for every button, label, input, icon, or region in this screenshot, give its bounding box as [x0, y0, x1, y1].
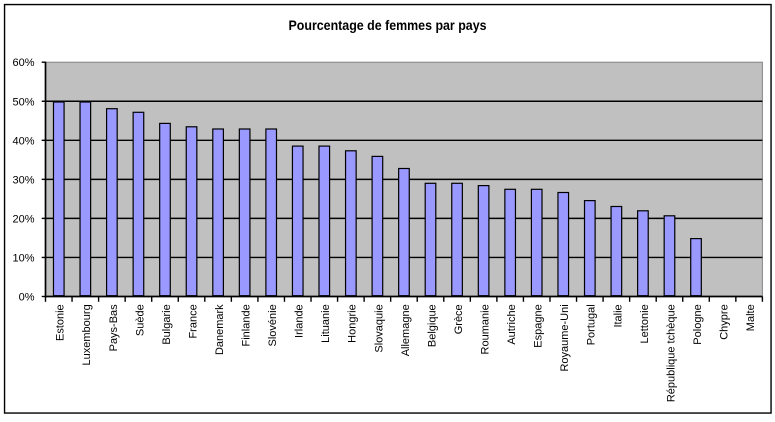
- svg-text:Irlande: Irlande: [294, 304, 306, 338]
- svg-text:30%: 30%: [12, 174, 34, 186]
- svg-text:Roumanie: Roumanie: [480, 304, 492, 354]
- svg-text:Pays-Bas: Pays-Bas: [108, 304, 120, 352]
- svg-text:Bulgarie: Bulgarie: [161, 304, 173, 344]
- svg-text:Grèce: Grèce: [453, 304, 465, 334]
- svg-text:10%: 10%: [12, 252, 34, 264]
- svg-text:France: France: [187, 304, 199, 338]
- svg-text:0%: 0%: [19, 292, 35, 304]
- svg-text:Espagne: Espagne: [533, 304, 545, 347]
- svg-text:République tchèque: République tchèque: [665, 304, 677, 402]
- svg-text:Suède: Suède: [134, 304, 146, 336]
- svg-text:40%: 40%: [12, 135, 34, 147]
- svg-text:Allemagne: Allemagne: [400, 304, 412, 356]
- svg-text:Chypre: Chypre: [718, 304, 730, 339]
- svg-text:Autriche: Autriche: [506, 304, 518, 344]
- svg-text:Slovaquie: Slovaquie: [373, 304, 385, 352]
- svg-text:Finlande: Finlande: [241, 304, 253, 346]
- svg-text:Danemark: Danemark: [214, 304, 226, 355]
- svg-text:Portugal: Portugal: [586, 304, 598, 345]
- svg-text:Luxembourg: Luxembourg: [81, 304, 93, 365]
- svg-text:50%: 50%: [12, 96, 34, 108]
- svg-text:Slovénie: Slovénie: [267, 304, 279, 346]
- svg-text:20%: 20%: [12, 213, 34, 225]
- svg-text:Hongrie: Hongrie: [347, 304, 359, 343]
- svg-text:Pourcentage de femmes par pays: Pourcentage de femmes par pays: [289, 17, 487, 33]
- svg-text:60%: 60%: [12, 57, 34, 69]
- svg-text:Royaume-Uni: Royaume-Uni: [559, 304, 571, 371]
- svg-text:Lettonie: Lettonie: [639, 304, 651, 343]
- svg-text:Italie: Italie: [612, 304, 624, 327]
- svg-text:Malte: Malte: [745, 304, 757, 331]
- svg-text:Lituanie: Lituanie: [320, 304, 332, 343]
- svg-text:Pologne: Pologne: [692, 304, 704, 344]
- svg-text:Estonie: Estonie: [55, 304, 67, 341]
- svg-text:Belgique: Belgique: [426, 304, 438, 347]
